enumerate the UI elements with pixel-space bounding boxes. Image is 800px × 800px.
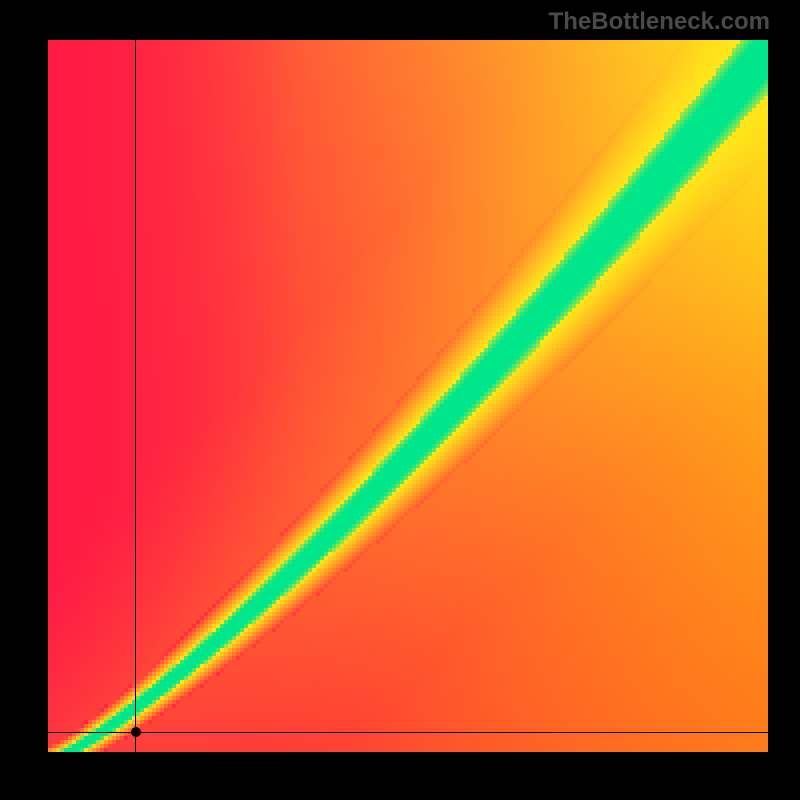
chart-container: TheBottleneck.com (0, 0, 800, 800)
watermark-text: TheBottleneck.com (549, 8, 770, 36)
crosshair-vertical (135, 40, 136, 752)
crosshair-marker (131, 727, 141, 737)
crosshair-horizontal (48, 732, 768, 733)
bottleneck-heatmap (48, 40, 768, 752)
